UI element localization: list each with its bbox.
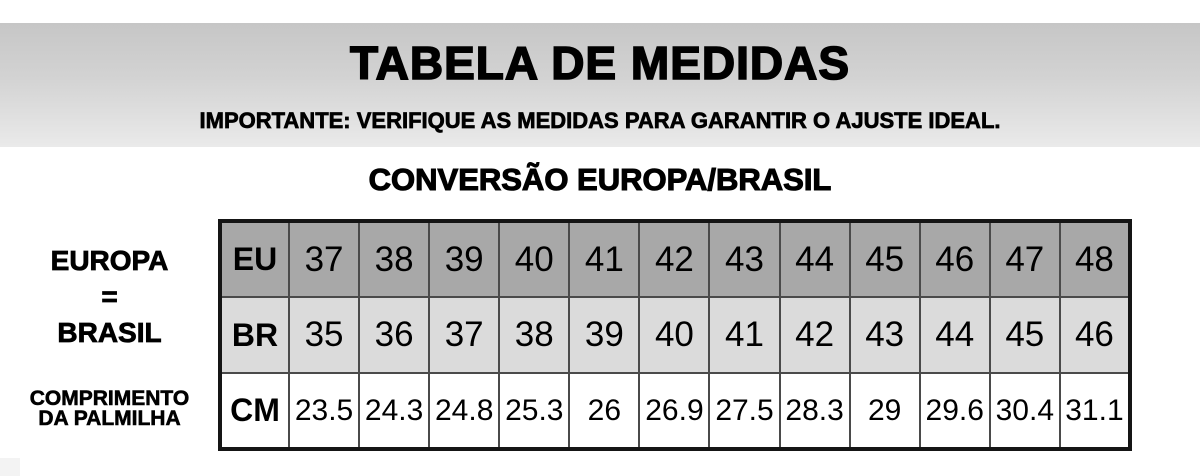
table-cell: 45 — [988, 296, 1061, 374]
table-cell: 46 — [1058, 296, 1132, 374]
table-cell: 37 — [428, 296, 501, 374]
table-cell: 29 — [848, 372, 921, 450]
table-cell: 46 — [918, 220, 991, 298]
europa-label: EUROPA — [50, 245, 169, 277]
table-cell: 44 — [778, 220, 851, 298]
table-cell: 35 — [287, 296, 361, 374]
table-cell: 44 — [918, 296, 991, 374]
row-label-cm: CM — [219, 372, 290, 450]
table-row-br: BR 35 36 37 38 39 40 41 42 43 44 45 46 — [219, 296, 1132, 374]
comprimento-label-line2: DA PALMILHA — [38, 407, 181, 430]
table-cell: 41 — [568, 220, 641, 298]
table-cell: 45 — [848, 220, 921, 298]
table-cell: 47 — [988, 220, 1061, 298]
page-title: TABELA DE MEDIDAS — [349, 36, 850, 90]
corner-artifact — [0, 458, 20, 476]
comprimento-label-line1: COMPRIMENTO — [29, 387, 190, 410]
table-cell: 24.8 — [428, 372, 501, 450]
table-cell: 25.3 — [498, 372, 571, 450]
table-cell: 26 — [568, 372, 641, 450]
table-cell: 42 — [638, 220, 711, 298]
comprimento-palmilha-label: COMPRIMENTO DA PALMILHA — [0, 387, 219, 430]
table-cell: 39 — [428, 220, 501, 298]
table-cell: 39 — [568, 296, 641, 374]
row-label-eu: EU — [219, 220, 290, 298]
equals-sign: = — [101, 281, 118, 313]
conversion-table: EU 37 38 39 40 41 42 43 44 45 46 47 48 B… — [218, 219, 1132, 451]
table-cell: 40 — [638, 296, 711, 374]
table-cell: 31.1 — [1058, 372, 1132, 450]
table-cell: 38 — [498, 296, 571, 374]
table-cell: 48 — [1058, 220, 1132, 298]
table-cell: 43 — [848, 296, 921, 374]
table-cell: 27.5 — [708, 372, 781, 450]
table-cell: 28.3 — [778, 372, 851, 450]
header-banner: TABELA DE MEDIDAS IMPORTANTE: VERIFIQUE … — [0, 23, 1200, 147]
brasil-label: BRASIL — [57, 317, 162, 349]
table-cell: 24.3 — [358, 372, 431, 450]
table-cell: 41 — [708, 296, 781, 374]
table-cell: 26.9 — [638, 372, 711, 450]
banner-warning-text: IMPORTANTE: VERIFIQUE AS MEDIDAS PARA GA… — [199, 108, 1001, 133]
table-cell: 42 — [778, 296, 851, 374]
table-cell: 36 — [358, 296, 431, 374]
europa-brasil-label: EUROPA = BRASIL — [0, 243, 219, 351]
table-cell: 23.5 — [287, 372, 361, 450]
table-cell: 43 — [708, 220, 781, 298]
table-cell: 38 — [358, 220, 431, 298]
table-cell: 40 — [498, 220, 571, 298]
section-heading: CONVERSÃO EUROPA/BRASIL — [368, 161, 832, 197]
table-cell: 37 — [287, 220, 361, 298]
table-row-cm: CM 23.5 24.3 24.8 25.3 26 26.9 27.5 28.3… — [219, 372, 1132, 450]
table-cell: 29.6 — [918, 372, 991, 450]
row-label-br: BR — [219, 296, 290, 374]
table-cell: 30.4 — [988, 372, 1061, 450]
table-row-eu: EU 37 38 39 40 41 42 43 44 45 46 47 48 — [219, 220, 1132, 298]
